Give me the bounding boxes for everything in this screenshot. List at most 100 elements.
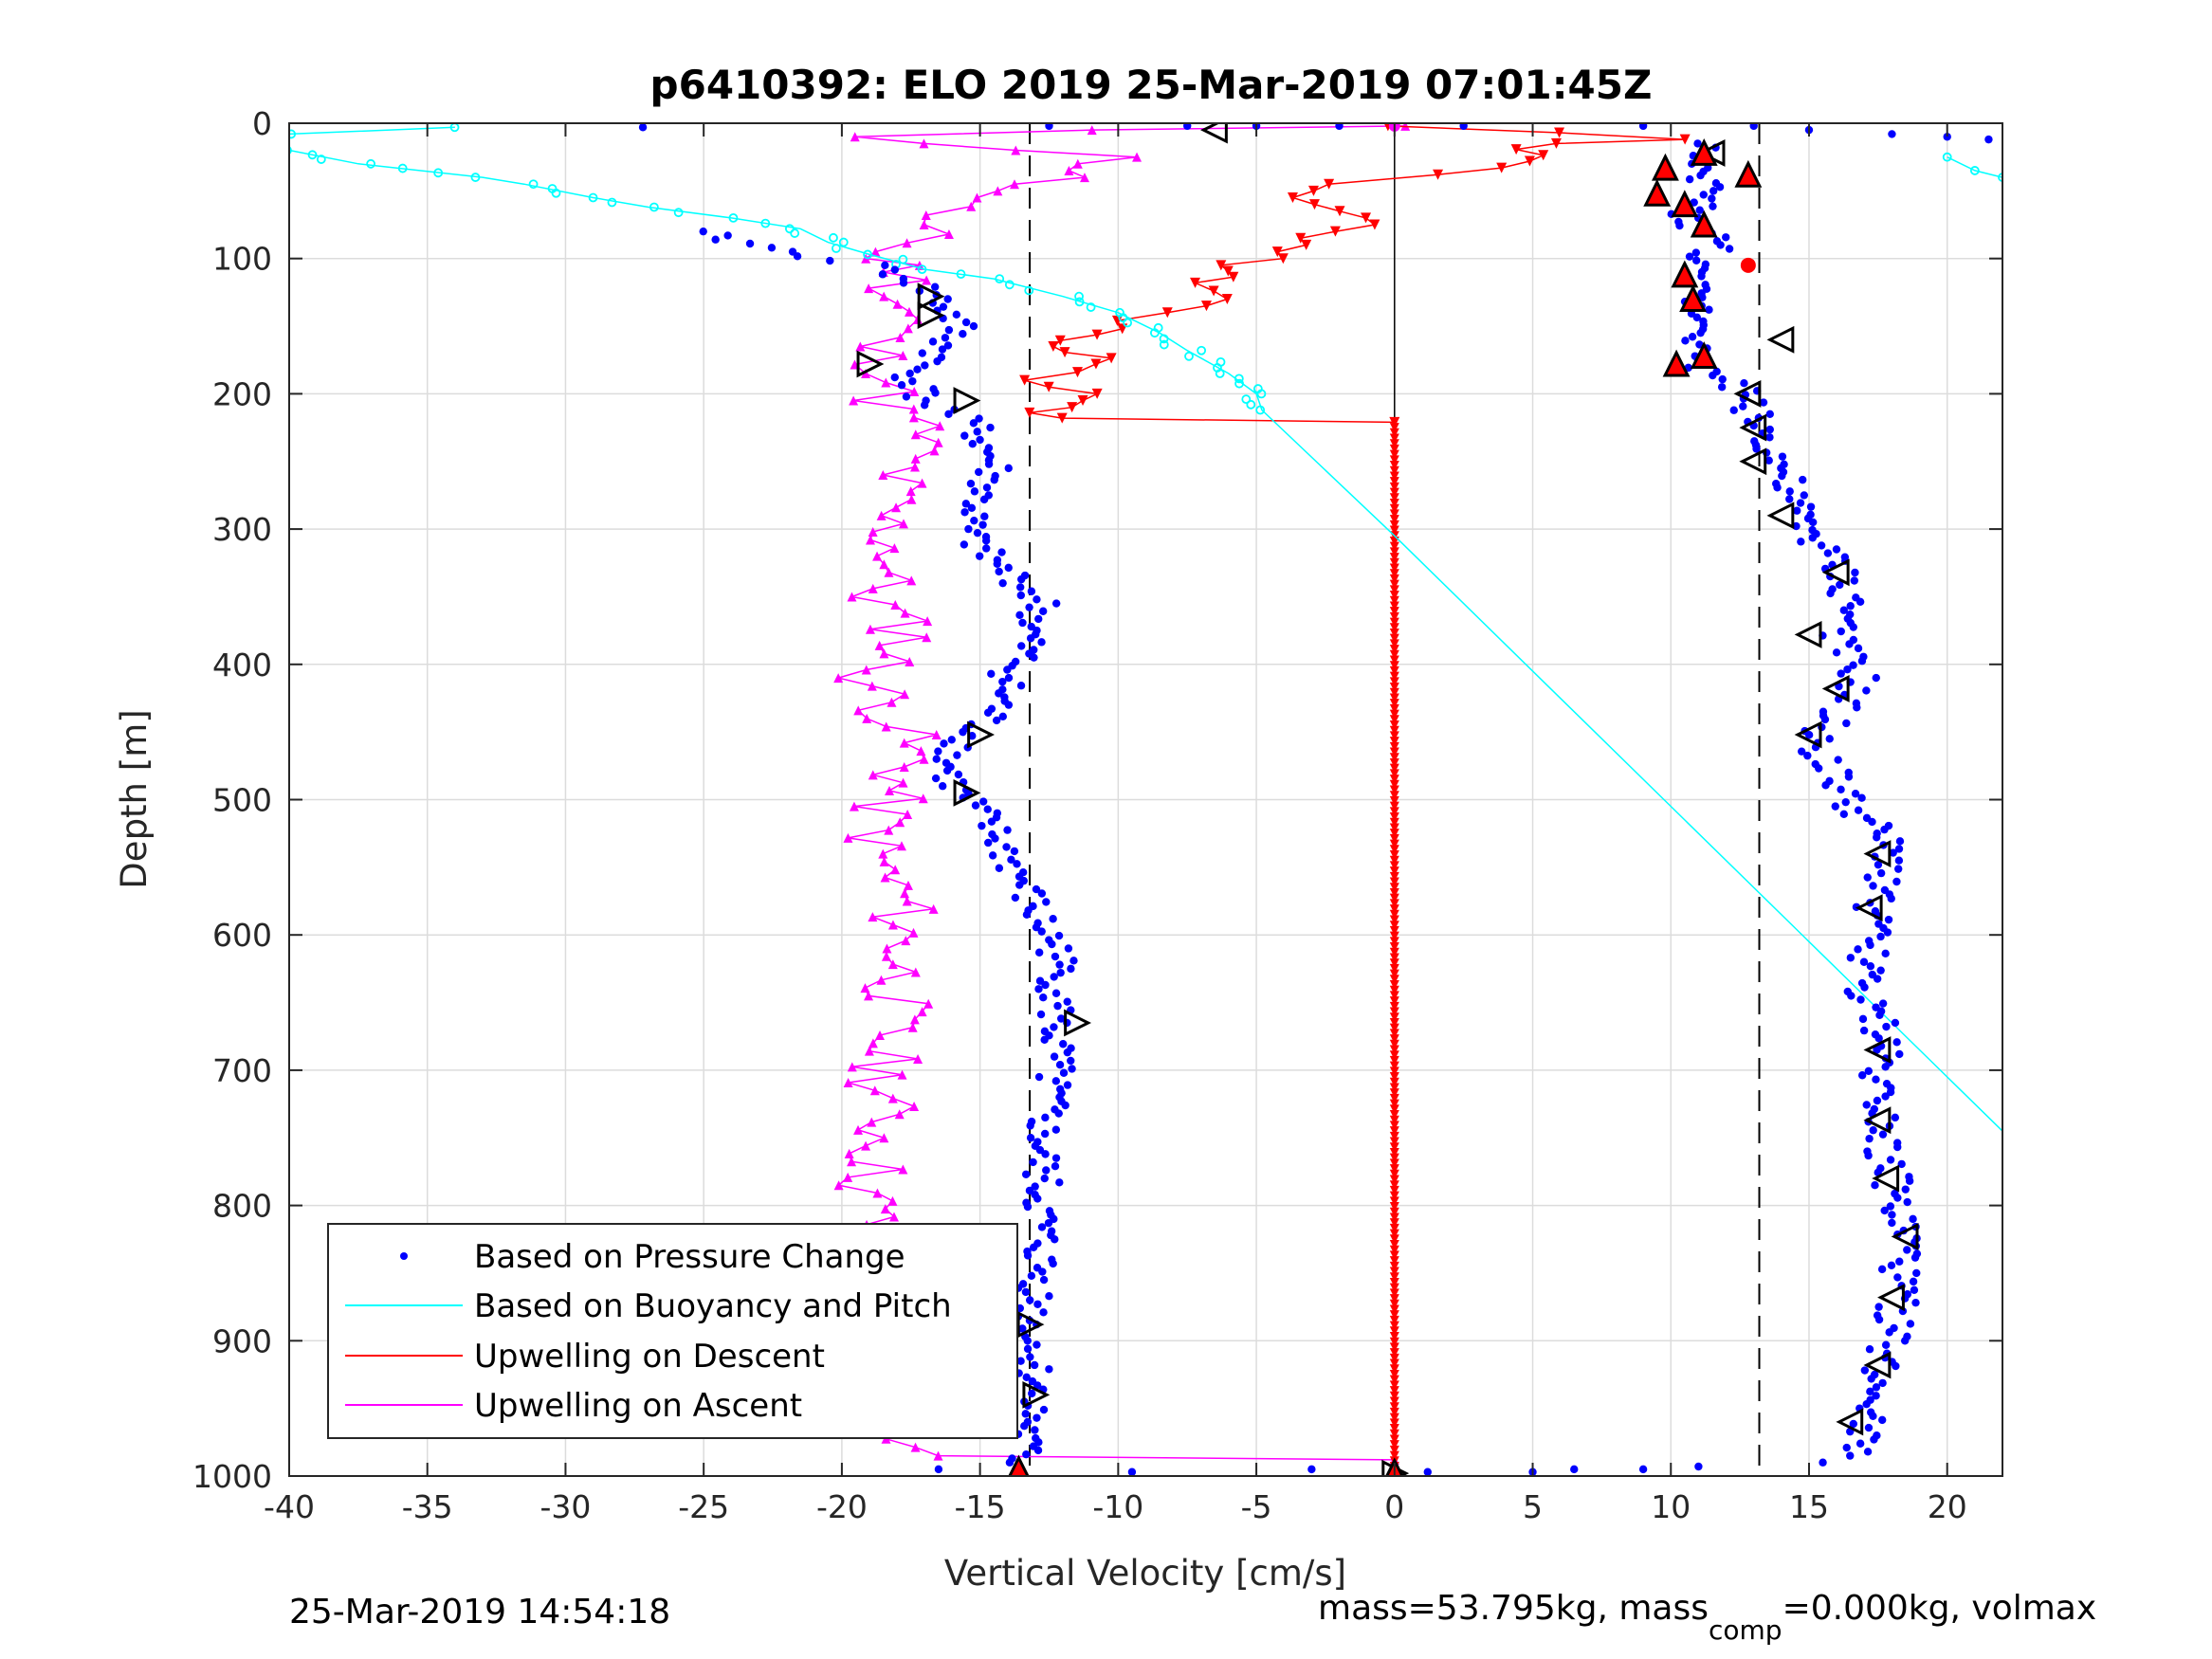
series-upwelling-descent-marker: [1389, 1310, 1399, 1321]
series-pressure-dot: [1892, 1038, 1901, 1047]
series-upwelling-ascent-marker: [847, 1062, 857, 1072]
red-triangle-marker: [1008, 1454, 1030, 1476]
series-pressure-dot: [975, 552, 984, 560]
series-pressure-dot: [1007, 855, 1015, 865]
series-pressure-dot: [1906, 1320, 1915, 1328]
series-upwelling-descent-marker: [1287, 191, 1298, 203]
series-pressure-dot: [1891, 1018, 1900, 1028]
series-pressure-dot: [1003, 665, 1012, 674]
series-pressure-dot: [1943, 133, 1951, 141]
series-pressure-dot: [1901, 1185, 1910, 1194]
grid: [288, 122, 2002, 1477]
series-pressure-dot: [1041, 1113, 1050, 1122]
series-upwelling-descent-marker: [1389, 963, 1399, 974]
series-upwelling-descent-marker: [1389, 503, 1399, 514]
series-upwelling-ascent-marker: [900, 689, 910, 700]
series-upwelling-ascent-marker: [929, 446, 940, 456]
series-pressure-dot: [1884, 915, 1893, 924]
series-pressure-dot: [1051, 1077, 1061, 1085]
series-pressure-dot: [1778, 452, 1787, 461]
series-upwelling-ascent-marker: [923, 616, 933, 627]
series-pressure-dot: [638, 123, 648, 132]
series-pressure-dot: [1864, 1066, 1874, 1075]
series-upwelling-descent-marker: [1389, 1083, 1399, 1093]
series-upwelling-ascent-marker: [890, 865, 901, 875]
series-upwelling-descent-marker: [1106, 353, 1117, 364]
legend-label-ascent: Upwelling on Ascent: [474, 1387, 802, 1425]
series-pressure-dot: [1037, 927, 1046, 936]
series-pressure-dot: [1894, 856, 1904, 865]
series-upwelling-descent-marker: [1389, 1077, 1399, 1087]
series-upwelling-descent-marker: [1389, 1121, 1399, 1131]
series-upwelling-ascent-marker: [921, 210, 931, 221]
series-pressure-dot: [1849, 623, 1857, 631]
open-triangle-marker: [1877, 1284, 1905, 1312]
series-buoyancy-marker: [1024, 285, 1034, 296]
series-upwelling-descent-marker: [1389, 931, 1399, 941]
series-pressure-dot: [1871, 1180, 1879, 1190]
series-upwelling-descent-marker: [1389, 461, 1399, 471]
series-upwelling-descent-marker: [1389, 1321, 1399, 1331]
series-pressure-dot: [973, 528, 982, 538]
series-upwelling-descent-marker: [1059, 347, 1070, 358]
series-upwelling-ascent-marker: [919, 754, 929, 764]
series-upwelling-descent-marker: [1389, 1434, 1399, 1445]
series-upwelling-descent-marker: [1277, 253, 1289, 264]
series-pressure-dot: [1893, 1273, 1902, 1282]
series-pressure-dot: [905, 369, 914, 378]
series-upwelling-ascent-marker: [881, 721, 891, 732]
series-upwelling-ascent-marker: [898, 519, 908, 529]
series-upwelling-descent-marker: [1190, 277, 1201, 288]
series-upwelling-ascent-marker: [1072, 158, 1083, 169]
series-upwelling-descent-marker: [1389, 1180, 1399, 1191]
series-buoyancy-marker: [1241, 394, 1252, 405]
series-pressure-dot: [1837, 627, 1845, 636]
series-pressure-dot: [954, 770, 963, 779]
series-upwelling-descent-marker: [1389, 979, 1399, 990]
series-pressure-dot: [1049, 915, 1057, 923]
series-pressure-dot: [970, 487, 979, 496]
series-pressure-dot: [1883, 928, 1892, 937]
series-pressure-dot: [1059, 1068, 1069, 1077]
series-pressure-dot: [1041, 980, 1050, 990]
series-upwelling-descent-marker: [1389, 1283, 1399, 1293]
series-buoyancy-marker: [289, 146, 292, 155]
series-upwelling-descent-marker: [1389, 1267, 1399, 1277]
series-pressure-dot: [1866, 961, 1875, 971]
series-upwelling-ascent-marker: [869, 1085, 880, 1096]
series-pressure-dot: [1739, 402, 1747, 410]
series-pressure-dot: [938, 345, 947, 354]
series-upwelling-descent-marker: [1389, 737, 1399, 747]
series-upwelling-ascent-marker: [919, 138, 929, 149]
series-pressure-dot: [980, 512, 989, 520]
series-pressure-dot: [1048, 939, 1056, 949]
series-upwelling-ascent-marker: [892, 299, 903, 309]
series-upwelling-descent-marker: [1324, 178, 1335, 190]
series-upwelling-descent-marker: [1389, 1234, 1399, 1245]
series-upwelling-descent-marker: [1200, 301, 1212, 312]
series-upwelling-descent-marker: [1389, 1353, 1399, 1363]
series-pressure-dot: [960, 540, 969, 549]
series-pressure-dot: [1030, 1360, 1039, 1370]
series-buoyancy-marker: [1074, 297, 1085, 307]
series-pressure-dot: [1030, 653, 1038, 662]
series-pressure-dot: [878, 270, 887, 279]
open-triangle-marker: [1016, 1310, 1045, 1339]
series-pressure-dot: [964, 524, 973, 534]
series-pressure-dot: [979, 495, 989, 504]
series-pressure-dot: [1797, 538, 1805, 546]
x-tick-label: -15: [955, 1488, 1006, 1525]
series-pressure-dot: [952, 310, 961, 319]
series-upwelling-descent-marker: [1389, 693, 1399, 703]
series-pressure-dot: [1814, 764, 1823, 773]
series-pressure-dot: [1067, 964, 1075, 974]
series-pressure-dot: [1866, 1387, 1874, 1396]
series-pressure-dot: [1900, 1337, 1910, 1345]
series-pressure-dot: [1785, 487, 1794, 496]
series-upwelling-descent-marker: [1389, 541, 1399, 552]
series-pressure-dot: [987, 817, 996, 826]
series-buoyancy-marker: [433, 168, 444, 178]
series-upwelling-ascent-marker: [868, 770, 878, 780]
open-triangle-marker: [967, 720, 995, 749]
red-triangle-marker: [1652, 153, 1679, 181]
